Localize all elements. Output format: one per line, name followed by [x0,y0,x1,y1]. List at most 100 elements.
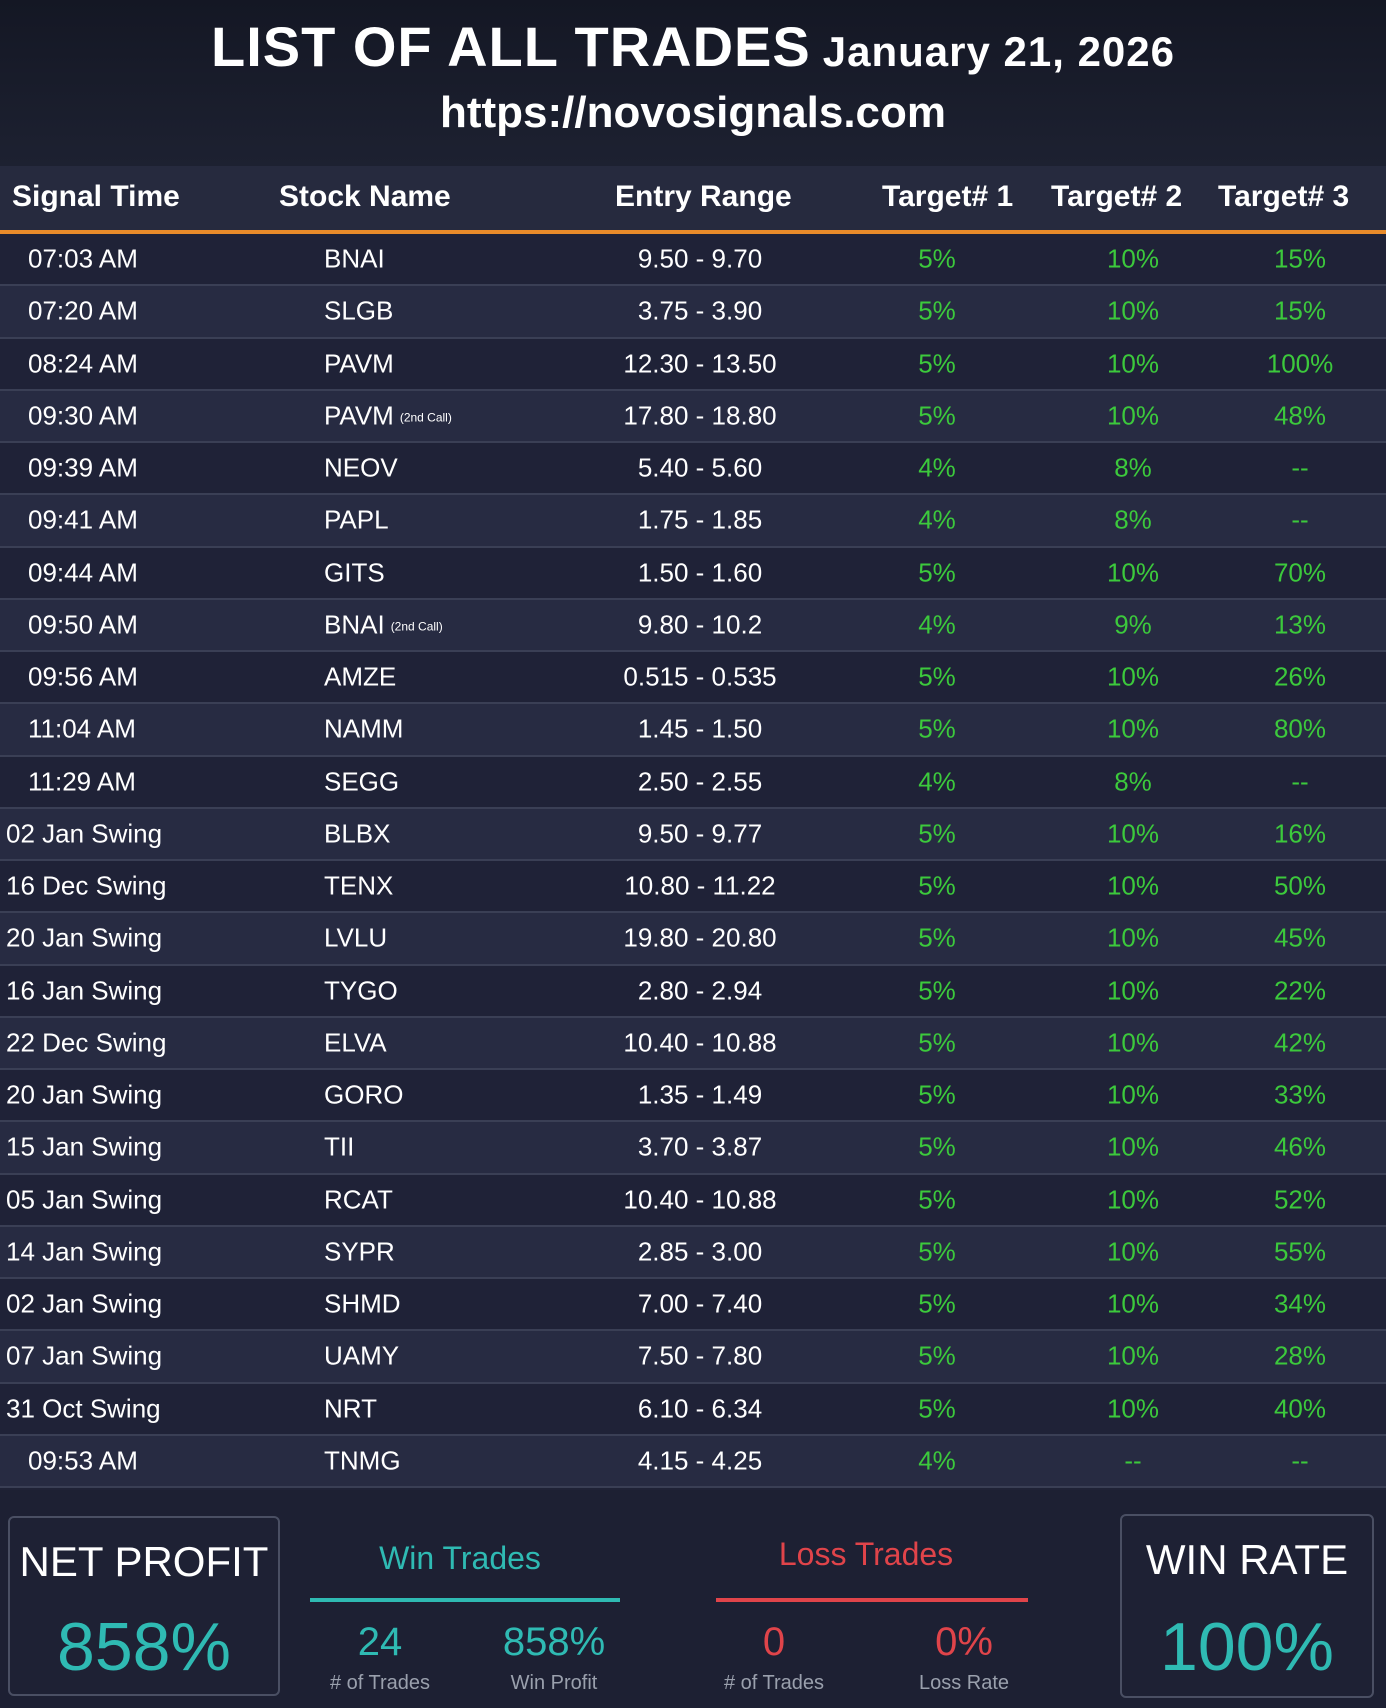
stock-ticker: AMZE [324,661,397,692]
table-row: 09:53 AM TNMG 4.15 - 4.25 4% -- -- [0,1435,1386,1488]
target-3-cell: 13% [1273,609,1327,640]
entry-range-cell: 2.85 - 3.00 [637,1236,763,1267]
loss-trades-count-label: # of Trades [723,1672,825,1694]
target-1-cell: 4% [918,766,956,797]
loss-trades-count: 0 [762,1620,786,1664]
table-row: 11:29 AM SEGG 2.50 - 2.55 4% 8% -- [0,756,1386,809]
signal-time-cell: 02 Jan Swing [6,1288,163,1319]
target-1-cell: 5% [918,870,956,901]
table-row: 09:41 AM PAPL 1.75 - 1.85 4% 8% -- [0,495,1386,548]
target-2-cell: 10% [1106,1027,1160,1058]
entry-range-cell: 3.70 - 3.87 [637,1131,763,1162]
table-row: 22 Dec Swing ELVA 10.40 - 10.88 5% 10% 42% [0,1017,1386,1070]
stock-ticker: PAPL [324,504,389,535]
signal-time-cell: 09:56 AM [28,661,138,692]
target-2-cell: 10% [1106,1079,1160,1110]
target-3-cell: 42% [1273,1027,1327,1058]
net-profit-label: NET PROFIT [19,1538,269,1585]
stock-ticker: BNAI [324,609,385,640]
target-2-cell: 8% [1114,452,1152,483]
target-1-cell: 5% [918,661,956,692]
target-3-cell: -- [1291,1445,1309,1476]
stock-ticker: RCAT [324,1184,393,1215]
col-entry-range: Entry Range [615,180,792,213]
title-line: LIST OF ALL TRADES January 21, 2026 [0,14,1386,79]
entry-range-cell: 1.45 - 1.50 [637,713,763,744]
target-2-cell: 10% [1106,661,1160,692]
target-1-cell: 5% [918,818,956,849]
stock-name-cell: SHMD [324,1289,401,1320]
stock-ticker: SHMD [324,1288,401,1319]
signal-time-cell: 09:50 AM [28,609,138,640]
target-1-cell: 5% [918,1236,956,1267]
stock-name-cell: UAMY [324,1341,399,1372]
stock-ticker: NEOV [324,452,398,483]
entry-range-cell: 7.50 - 7.80 [637,1340,763,1371]
target-3-cell: 46% [1273,1131,1327,1162]
signal-time-cell: 09:53 AM [28,1445,138,1476]
target-2-cell: 10% [1106,557,1160,588]
target-2-cell: -- [1124,1445,1142,1476]
target-2-cell: 10% [1106,400,1160,431]
target-1-cell: 5% [918,243,956,274]
stock-name-cell: TENX [324,871,393,902]
target-1-cell: 4% [918,1445,956,1476]
target-3-cell: 48% [1273,400,1327,431]
target-3-cell: 15% [1273,243,1327,274]
entry-range-cell: 12.30 - 13.50 [623,348,777,379]
call-note: (2nd Call) [399,410,452,425]
target-2-cell: 10% [1106,348,1160,379]
table-row: 09:39 AM NEOV 5.40 - 5.60 4% 8% -- [0,443,1386,496]
signal-time-cell: 07 Jan Swing [6,1340,163,1371]
page-title: LIST OF ALL TRADES [210,15,811,78]
signal-time-cell: 09:41 AM [28,504,138,535]
table-row: 02 Jan Swing BLBX 9.50 - 9.77 5% 10% 16% [0,808,1386,861]
col-stock-name: Stock Name [279,180,451,213]
site-url[interactable]: https://novosignals.com [439,88,947,137]
entry-range-cell: 1.75 - 1.85 [637,504,763,535]
target-1-cell: 5% [918,1079,956,1110]
target-3-cell: -- [1291,504,1309,535]
target-1-cell: 5% [918,1184,956,1215]
table-row: 07 Jan Swing UAMY 7.50 - 7.80 5% 10% 28% [0,1331,1386,1384]
stock-name-cell: NEOV [324,453,398,484]
stock-ticker: NRT [324,1393,377,1424]
target-2-cell: 10% [1106,975,1160,1006]
target-3-cell: 70% [1273,557,1327,588]
target-2-cell: 10% [1106,1236,1160,1267]
signal-time-cell: 16 Dec Swing [6,870,167,901]
target-1-cell: 5% [918,975,956,1006]
signal-time-cell: 07:03 AM [28,243,138,274]
target-3-cell: 16% [1273,818,1327,849]
target-3-cell: 34% [1273,1288,1327,1319]
signal-time-cell: 16 Jan Swing [6,975,163,1006]
entry-range-cell: 7.00 - 7.40 [637,1288,763,1319]
target-2-cell: 10% [1106,713,1160,744]
stock-ticker: GORO [324,1079,404,1110]
stock-name-cell: SEGG [324,766,399,797]
target-2-cell: 10% [1106,870,1160,901]
target-2-cell: 9% [1114,609,1152,640]
entry-range-cell: 19.80 - 20.80 [623,922,777,953]
target-2-cell: 10% [1106,295,1160,326]
target-3-cell: 55% [1273,1236,1327,1267]
stock-ticker: TII [324,1131,355,1162]
stock-name-cell: GITS [324,557,385,588]
table-row: 20 Jan Swing GORO 1.35 - 1.49 5% 10% 33% [0,1070,1386,1123]
table-row: 05 Jan Swing RCAT 10.40 - 10.88 5% 10% 52% [0,1174,1386,1227]
entry-range-cell: 6.10 - 6.34 [637,1393,763,1424]
target-1-cell: 5% [918,295,956,326]
target-3-cell: 40% [1273,1393,1327,1424]
loss-rate-label: Loss Rate [918,1672,1010,1694]
target-3-cell: 26% [1273,661,1327,692]
stock-ticker: NAMM [324,713,404,744]
target-3-cell: -- [1291,452,1309,483]
stock-name-cell: LVLU [324,923,387,954]
loss-trades-title: Loss Trades [778,1536,954,1572]
signal-time-cell: 15 Jan Swing [6,1131,163,1162]
net-profit-value: 858% [57,1609,231,1685]
entry-range-cell: 10.40 - 10.88 [623,1184,777,1215]
table-row: 16 Jan Swing TYGO 2.80 - 2.94 5% 10% 22% [0,965,1386,1018]
target-1-cell: 5% [918,1131,956,1162]
target-1-cell: 4% [918,609,956,640]
